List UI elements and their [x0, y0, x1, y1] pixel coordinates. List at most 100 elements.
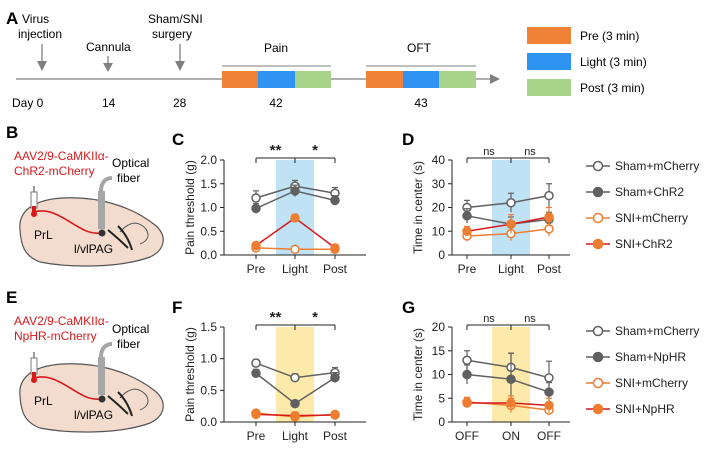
x-tick-label-f-0: Pre	[247, 429, 266, 443]
legend-marker-bottom-3	[592, 403, 604, 415]
chart-g: 0 5 10 15 20 OFF ON OFF Time in center (s) ns ns	[411, 313, 570, 443]
legend-label-bottom-3: SNI+NpHR	[615, 402, 675, 416]
y-tick-label-c-0: 0.0	[200, 248, 217, 262]
event-arrowhead-virus	[37, 61, 47, 71]
event-arrowhead-cannula	[103, 63, 113, 72]
injection-needle-b	[30, 191, 38, 209]
y-tick-label-f-1: 0.5	[200, 383, 217, 397]
event-day-0: Day 0	[12, 96, 44, 110]
legend-light-label: Light (3 min)	[580, 55, 647, 69]
x-tick-label-g-0: OFF	[455, 429, 479, 443]
data-point-g-1-2	[544, 387, 554, 397]
data-point-f-1-0	[251, 368, 261, 378]
sig-label-g-1: ns	[524, 313, 536, 325]
pag-output-e	[107, 391, 133, 417]
panel-letter-b: B	[6, 123, 18, 142]
y-tick-label-d-3: 30	[432, 177, 446, 191]
x-tick-label-c-2: Post	[323, 262, 348, 276]
y-tick-label-c-4: 2.0	[200, 153, 217, 167]
legend-label-bottom-0: Sham+mCherry	[615, 324, 699, 338]
pag-label-b: l/vlPAG	[74, 242, 113, 256]
event-label-virus-1: Virus	[22, 12, 49, 26]
injection-site-e	[32, 372, 36, 378]
data-point-g-1-0	[462, 369, 472, 380]
data-point-f-1-2	[330, 372, 340, 383]
pag-label-e: l/vlPAG	[74, 408, 113, 422]
optical-fiber-e	[98, 357, 105, 395]
series-legend-top: Sham+mCherry Sham+ChR2 SNI+mCherry SNI+ChR2	[586, 159, 699, 251]
data-point-c-3-2	[330, 243, 340, 253]
brain-schematic-b: AAV2/9-CaMKIIα- ChR2-mCherry Optical fib…	[14, 149, 164, 267]
legend-label-top-1: Sham+ChR2	[615, 185, 684, 199]
y-tick-label-c-2: 1.0	[200, 201, 217, 215]
y-axis-label-g: Time in center (s)	[411, 328, 425, 421]
session-oft-pre	[366, 71, 403, 88]
panel-letter-e: E	[6, 288, 17, 307]
data-point-f-3-1	[290, 410, 300, 421]
chart-d: 0 10 20 30 40 Pre Light Post Time in center (s) n…	[411, 146, 570, 276]
data-point-d-3-0	[462, 226, 472, 236]
sig-label-c-1: *	[312, 142, 318, 159]
data-point-c-2-1	[290, 244, 300, 255]
timeline-arrowhead	[490, 74, 500, 84]
event-arrowhead-surgery	[175, 61, 185, 71]
chart-f: 0.0 0.5 1.0 1.5 Pre Light Post Pain threshold (…	[183, 309, 366, 443]
y-tick-label-d-1: 10	[432, 224, 446, 238]
data-point-c-1-1	[290, 186, 300, 196]
x-tick-label-c-0: Pre	[247, 262, 266, 276]
sig-label-f-0: **	[270, 309, 282, 326]
session-oft-day: 43	[414, 96, 428, 110]
data-point-d-0-1	[506, 198, 516, 208]
optical-fiber-b	[98, 191, 105, 229]
data-point-g-0-0	[462, 355, 472, 365]
y-tick-label-f-3: 1.5	[200, 320, 217, 334]
panel-letter-c: C	[172, 130, 184, 149]
y-tick-label-g-4: 20	[432, 320, 446, 334]
x-tick-label-f-1: Light	[282, 429, 309, 443]
prl-label-e: PrL	[34, 394, 53, 408]
legend-marker-bottom-0	[592, 325, 604, 337]
projection-path-e	[33, 376, 101, 400]
legend-pre-label: Pre (3 min)	[580, 29, 639, 43]
projection-path-b	[33, 210, 101, 234]
event-day-14: 14	[102, 96, 116, 110]
legend-label-bottom-2: SNI+mCherry	[615, 376, 688, 390]
fiber-label-b-2: fiber	[117, 171, 140, 185]
data-point-d-3-1	[506, 219, 516, 229]
panel-letter-g: G	[402, 298, 415, 317]
brain-cerebellum-b	[119, 222, 149, 245]
session-pain-light	[258, 71, 295, 88]
panel-letter-f: F	[172, 298, 182, 317]
pag-target-b	[98, 229, 106, 237]
pag-output-b	[107, 225, 133, 251]
timeline: Virus injection Cannula Sham/SNI surgery…	[12, 12, 647, 110]
fiber-cable-b	[99, 176, 113, 192]
data-point-f-3-0	[251, 409, 261, 420]
y-tick-label-g-1: 5	[438, 391, 445, 405]
data-point-g-3-0	[462, 398, 472, 408]
fiber-label-b-1: Optical	[112, 156, 149, 170]
data-point-c-3-0	[251, 240, 261, 251]
legend-label-top-2: SNI+mCherry	[615, 211, 688, 225]
fiber-label-e-1: Optical	[112, 322, 149, 336]
data-point-f-1-1	[290, 398, 300, 409]
data-point-d-0-2	[544, 190, 554, 201]
virus-e-line2: NpHR-mCherry	[14, 329, 97, 343]
x-tick-label-f-2: Post	[323, 429, 348, 443]
y-tick-label-d-0: 0	[438, 248, 445, 262]
data-point-d-1-0	[462, 211, 472, 221]
light-band-c	[276, 160, 314, 255]
prl-label-b: PrL	[34, 228, 53, 242]
legend-label-top-3: SNI+ChR2	[615, 237, 673, 251]
y-tick-label-c-3: 1.5	[200, 177, 217, 191]
event-label-surgery-2: surgery	[152, 27, 192, 41]
data-point-c-1-0	[251, 203, 261, 214]
chart-c: 0.0 0.5 1.0 1.5 2.0 Pre Light Post Pain threshol…	[183, 142, 366, 276]
y-axis-label-d: Time in center (s)	[411, 161, 425, 254]
legend-post-label: Post (3 min)	[580, 81, 645, 95]
fiber-label-e-2: fiber	[117, 337, 140, 351]
data-point-g-1-1	[506, 374, 516, 384]
series-legend-bottom: Sham+mCherry Sham+NpHR SNI+mCherry SNI+NpHR	[586, 324, 699, 416]
sig-label-d-0: ns	[483, 146, 495, 158]
